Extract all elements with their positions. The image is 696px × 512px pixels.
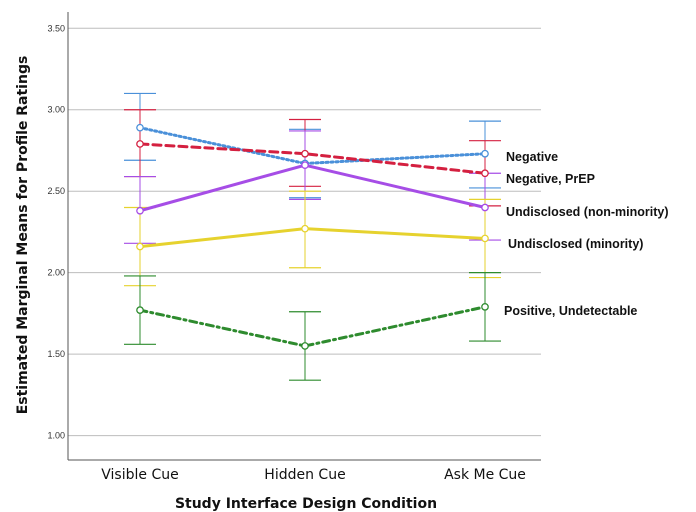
y-tick-label: 2.50 — [47, 186, 65, 196]
data-point — [301, 224, 309, 233]
x-axis-ticks: Visible Cue Hidden Cue Ask Me Cue — [101, 467, 526, 483]
series-line — [138, 163, 487, 213]
data-point — [301, 161, 309, 169]
y-tick-label: 3.00 — [47, 105, 65, 115]
data-point — [301, 149, 309, 158]
series-label: Undisclosed (non-minority) — [506, 205, 669, 219]
data-point — [136, 242, 144, 251]
data-point — [481, 203, 489, 212]
x-tick-label: Visible Cue — [101, 467, 178, 483]
y-tick-label: 2.00 — [47, 268, 65, 278]
data-point — [136, 140, 144, 148]
series-line — [138, 305, 487, 348]
data-point — [481, 303, 489, 311]
axes — [67, 12, 541, 461]
series-line — [138, 142, 487, 175]
series-label: Negative — [506, 150, 558, 164]
series-label: Negative, PrEP — [506, 172, 595, 186]
series-label: Undisclosed (minority) — [508, 237, 643, 251]
series-lines — [138, 126, 487, 348]
data-point — [136, 306, 144, 314]
x-tick-label: Ask Me Cue — [444, 467, 526, 483]
data-points — [136, 123, 489, 350]
data-point — [301, 342, 309, 350]
series-label: Positive, Undetectable — [504, 304, 637, 318]
series-line — [138, 227, 487, 249]
series-labels: Negative Negative, PrEP Undisclosed (non-m… — [504, 150, 669, 318]
data-point — [136, 206, 144, 215]
y-tick-label: 1.00 — [47, 431, 65, 441]
y-axis-title: Estimated Marginal Means for Profile Rat… — [15, 56, 31, 415]
data-point — [481, 169, 489, 178]
x-tick-label: Hidden Cue — [264, 467, 345, 483]
y-tick-label: 3.50 — [47, 23, 65, 33]
y-tick-label: 1.50 — [47, 349, 65, 359]
data-point — [481, 149, 489, 158]
data-point — [481, 234, 489, 243]
y-axis-ticks: 1.00 1.50 2.00 2.50 3.00 3.50 — [47, 23, 65, 440]
data-point — [136, 123, 144, 132]
x-axis-title: Study Interface Design Condition — [175, 496, 437, 512]
